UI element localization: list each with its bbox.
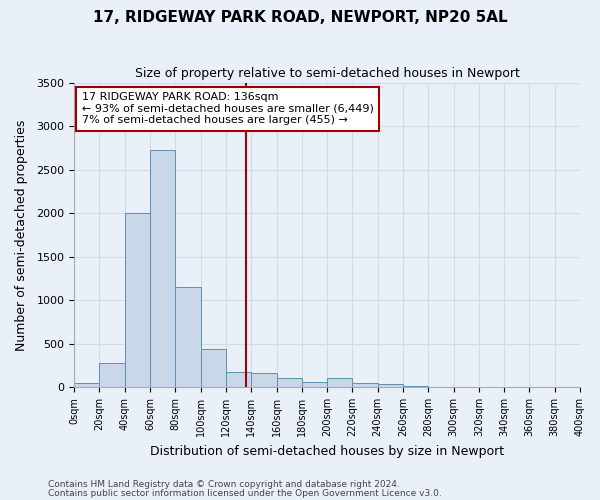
Text: Contains HM Land Registry data © Crown copyright and database right 2024.: Contains HM Land Registry data © Crown c… [48,480,400,489]
Bar [352,382,377,387]
Bar [403,386,428,387]
Text: 17 RIDGEWAY PARK ROAD: 136sqm
← 93% of semi-detached houses are smaller (6,449)
: 17 RIDGEWAY PARK ROAD: 136sqm ← 93% of s… [82,92,374,126]
Y-axis label: Number of semi-detached properties: Number of semi-detached properties [15,120,28,351]
Bar [327,378,352,387]
Bar [277,378,302,387]
Bar [175,287,200,387]
Bar [200,350,226,387]
Bar [150,150,175,387]
X-axis label: Distribution of semi-detached houses by size in Newport: Distribution of semi-detached houses by … [150,444,504,458]
Bar [74,382,100,387]
Bar [377,384,403,387]
Text: 17, RIDGEWAY PARK ROAD, NEWPORT, NP20 5AL: 17, RIDGEWAY PARK ROAD, NEWPORT, NP20 5A… [92,10,508,25]
Bar [226,372,251,387]
Text: Contains public sector information licensed under the Open Government Licence v3: Contains public sector information licen… [48,488,442,498]
Bar [251,373,277,387]
Bar [302,382,327,387]
Title: Size of property relative to semi-detached houses in Newport: Size of property relative to semi-detach… [134,68,520,80]
Bar [125,214,150,387]
Bar [100,363,125,387]
